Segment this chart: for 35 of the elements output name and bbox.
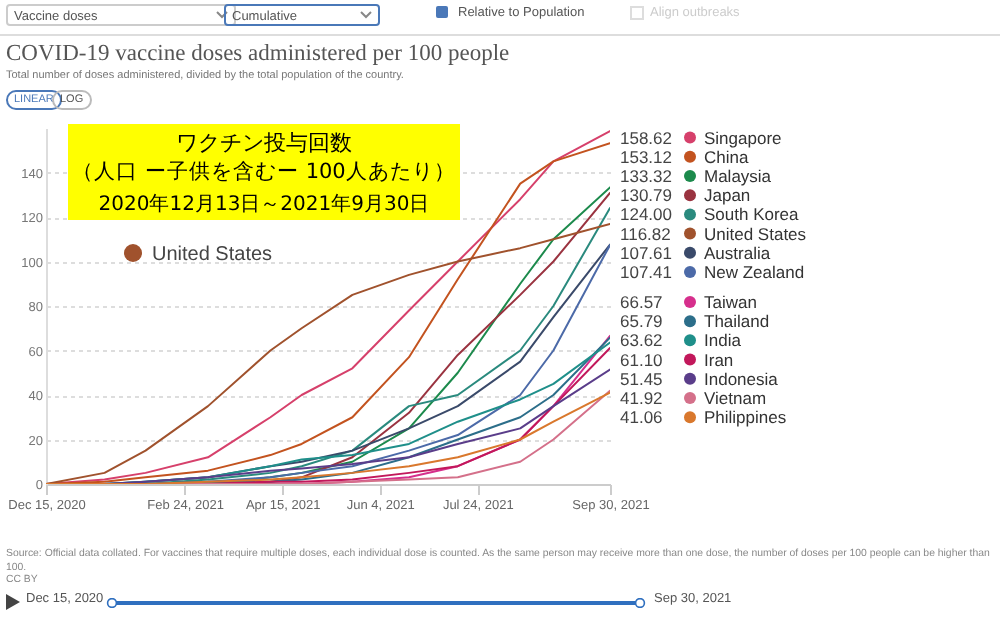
annotation: （人口 ー子供を含むー 100人あたり） [70,158,458,186]
data-label: 41.06 [620,407,664,428]
data-label: 130.79 [620,185,673,206]
legend-label: Malaysia [704,166,772,186]
legend-label: Australia [704,242,771,263]
data-label: 41.92 [620,387,664,408]
annotation: ワクチン投与回数 [174,128,354,158]
legend-label: South Korea [704,204,800,225]
data-label: 107.61 [620,242,673,263]
data-label: 61.10 [620,349,664,370]
data-label: 116.82 [620,223,672,244]
data-label: 51.45 [620,368,664,389]
legend-label: India [704,330,742,351]
legend-label: Philippines [704,407,787,428]
data-label: 65.79 [620,311,664,332]
data-label: 124.00 [620,204,673,225]
legend-label: Japan [704,185,751,206]
data-label: 66.57 [620,291,664,312]
chart-title: COVID-19 vaccine doses administered per 100 people [6,42,510,66]
data-label: 133.32 [620,166,673,186]
data-label: 158.62 [620,127,673,148]
legend-label: United States [704,223,807,244]
data-label: 63.62 [620,330,664,351]
legend-label: China [704,146,749,167]
data-label: 107.41 [620,262,673,282]
legend-label: Taiwan [704,291,758,312]
legend-label: Thailand [704,311,770,332]
legend-label: Iran [704,349,734,370]
annotation: United States [152,244,273,266]
legend-label: Singapore [704,127,783,148]
legend-label: New Zealand [704,262,805,282]
data-label: 153.12 [620,146,673,167]
legend-label: Indonesia [704,368,779,389]
annotation: 2020年12月13日～2021年9月30日 [96,192,432,218]
legend-label: Vietnam [704,387,767,408]
